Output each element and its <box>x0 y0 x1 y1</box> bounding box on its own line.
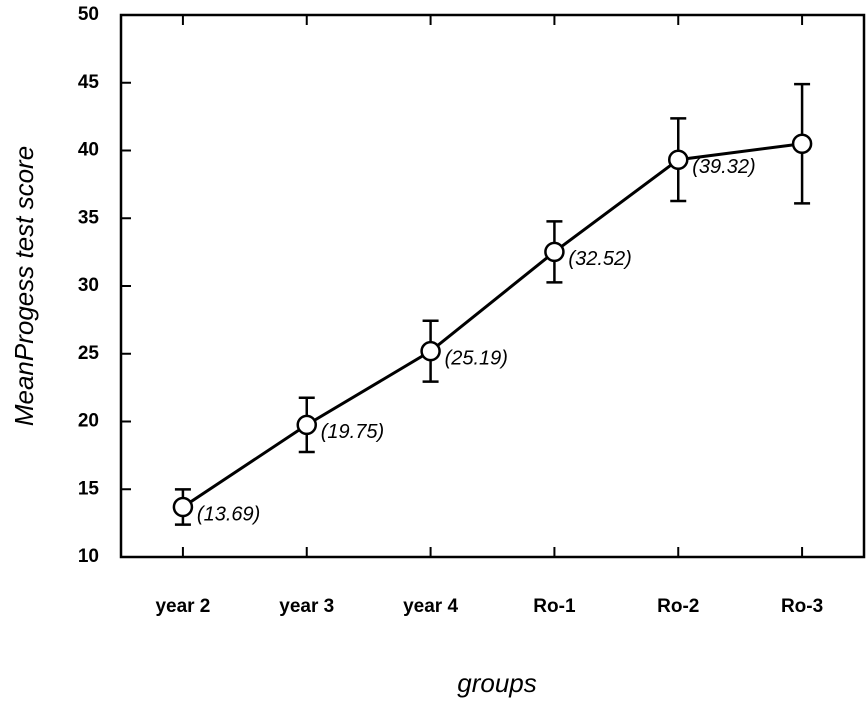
x-tick-label: year 2 <box>155 596 210 617</box>
value-label: (25.19) <box>445 347 508 369</box>
value-label: (32.52) <box>568 248 631 270</box>
x-tick-label: Ro-2 <box>657 596 699 617</box>
y-axis-title: MeanProgess test score <box>9 146 39 426</box>
point <box>296 414 317 436</box>
y-tick-label: 30 <box>78 275 99 296</box>
x-tick-label: Ro-3 <box>781 596 823 617</box>
x-axis-title: groups <box>457 668 537 698</box>
y-tick-label: 50 <box>78 4 99 25</box>
y-tick-label: 45 <box>78 72 100 93</box>
x-tick-label: year 4 <box>403 596 458 617</box>
x-tick-label: year 3 <box>279 596 334 617</box>
x-tick-label: Ro-1 <box>533 596 576 617</box>
value-label: (39.32) <box>692 156 755 178</box>
y-tick-label: 15 <box>78 478 100 499</box>
value-label: (13.69) <box>197 503 260 525</box>
line <box>182 142 803 509</box>
y-tick-label: 40 <box>78 140 99 161</box>
y-tick-label: 10 <box>78 546 99 567</box>
point <box>544 241 565 263</box>
y-tick-label: 20 <box>78 411 99 432</box>
y-tick-label: 35 <box>78 207 100 228</box>
point <box>668 149 689 170</box>
y-tick-label: 25 <box>78 343 100 364</box>
point <box>791 133 813 154</box>
point <box>172 496 194 518</box>
point <box>420 340 441 362</box>
value-label: (19.75) <box>321 421 384 443</box>
